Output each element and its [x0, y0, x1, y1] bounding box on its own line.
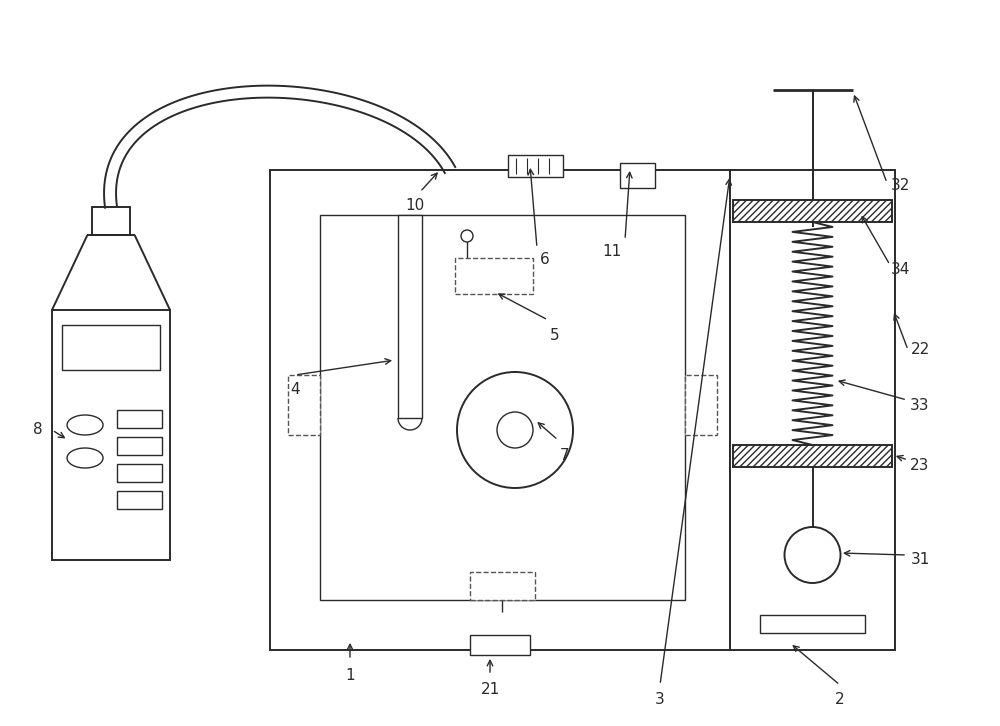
- Text: 4: 4: [290, 383, 300, 398]
- Text: 33: 33: [910, 398, 930, 412]
- Bar: [508, 155, 563, 177]
- Bar: [117, 437, 162, 455]
- Text: 23: 23: [910, 457, 930, 473]
- Bar: [288, 375, 320, 435]
- Text: 1: 1: [345, 667, 355, 682]
- Bar: [685, 375, 717, 435]
- Text: 31: 31: [910, 552, 930, 568]
- Bar: [117, 491, 162, 509]
- Text: 22: 22: [910, 343, 930, 357]
- Bar: [62, 325, 160, 370]
- Bar: [398, 215, 422, 418]
- Ellipse shape: [67, 415, 103, 435]
- Bar: [470, 572, 535, 600]
- Bar: [470, 635, 530, 655]
- Text: 6: 6: [540, 253, 550, 267]
- Bar: [52, 310, 170, 560]
- Text: 5: 5: [550, 327, 560, 343]
- Circle shape: [497, 412, 533, 448]
- Ellipse shape: [67, 448, 103, 468]
- Bar: [455, 258, 533, 294]
- Circle shape: [457, 372, 573, 488]
- Text: 8: 8: [33, 423, 43, 438]
- Text: 32: 32: [890, 177, 910, 192]
- Text: 3: 3: [655, 693, 665, 708]
- Text: 7: 7: [560, 447, 570, 462]
- Bar: [320, 215, 685, 600]
- Text: 21: 21: [480, 682, 500, 698]
- Bar: [620, 163, 655, 188]
- Circle shape: [784, 527, 840, 583]
- Bar: [733, 445, 892, 467]
- Text: 34: 34: [890, 263, 910, 277]
- Bar: [117, 464, 162, 482]
- Bar: [760, 615, 865, 633]
- Text: 11: 11: [602, 245, 622, 259]
- Bar: [733, 200, 892, 222]
- Bar: [117, 410, 162, 428]
- Bar: [92, 207, 130, 235]
- Circle shape: [461, 230, 473, 242]
- Bar: [730, 170, 895, 650]
- Bar: [270, 170, 730, 650]
- Text: 10: 10: [405, 197, 425, 213]
- Text: 2: 2: [835, 693, 845, 708]
